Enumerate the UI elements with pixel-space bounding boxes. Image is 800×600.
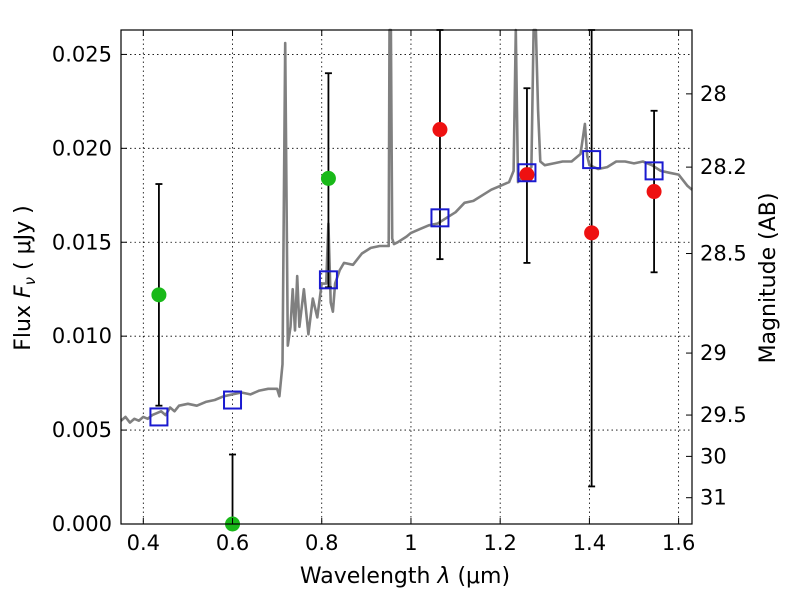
- square-point: [644, 161, 664, 181]
- circle-point: [584, 225, 600, 241]
- y-axis-label: Flux Fν ( μJy ): [11, 205, 39, 350]
- spectrum-path: [120, 28, 693, 424]
- square-point: [517, 163, 537, 183]
- right-tick-label: 29.5: [700, 403, 747, 427]
- x-tick-label: 0.6: [216, 531, 249, 555]
- right-axis-label: Magnitude (AB): [756, 193, 781, 364]
- right-tick-label: 28.5: [700, 242, 747, 266]
- plot-frame: [120, 29, 693, 525]
- y-tick-label: 0.015: [52, 230, 112, 254]
- data-points: [149, 122, 664, 532]
- circle-point: [320, 170, 336, 186]
- square-point: [318, 270, 338, 290]
- x-tick-label: 0.4: [127, 531, 160, 555]
- y-tick-label: 0.020: [52, 136, 112, 160]
- x-axis-ticks: 0.4 0.6 0.8 1 1.2 1.4 1.6: [127, 30, 695, 555]
- circle-point: [519, 167, 535, 183]
- right-tick-label: 29: [700, 341, 727, 365]
- square-point: [223, 390, 243, 410]
- right-tick-label: 30: [700, 444, 727, 468]
- x-tick-label: 0.8: [305, 531, 338, 555]
- y-tick-label: 0.000: [52, 512, 112, 536]
- right-axis-ticks: 28 28.2 28.5 29 29.5 30 31: [686, 82, 747, 510]
- x-tick-label: 1.6: [662, 531, 695, 555]
- y-tick-label: 0.005: [52, 418, 112, 442]
- spectrum-line: [120, 28, 693, 424]
- y-tick-label: 0.025: [52, 42, 112, 66]
- circle-point: [151, 287, 167, 303]
- y-axis-ticks: 0.000 0.005 0.010 0.015 0.020 0.025: [52, 42, 127, 536]
- right-tick-label: 28: [700, 82, 727, 106]
- x-tick-label: 1.4: [573, 531, 606, 555]
- error-bars: [155, 29, 658, 525]
- square-point: [149, 407, 169, 427]
- circle-point: [432, 122, 448, 138]
- x-tick-label: 1.2: [483, 531, 516, 555]
- right-tick-label: 31: [700, 486, 727, 510]
- x-tick-label: 1: [404, 531, 417, 555]
- square-point: [582, 150, 602, 170]
- y-tick-label: 0.010: [52, 324, 112, 348]
- x-axis-label: Wavelength λ (μm): [300, 564, 510, 589]
- circle-point: [646, 184, 662, 200]
- right-tick-label: 28.2: [700, 155, 747, 179]
- square-point: [430, 208, 450, 228]
- grid-lines: [121, 30, 692, 525]
